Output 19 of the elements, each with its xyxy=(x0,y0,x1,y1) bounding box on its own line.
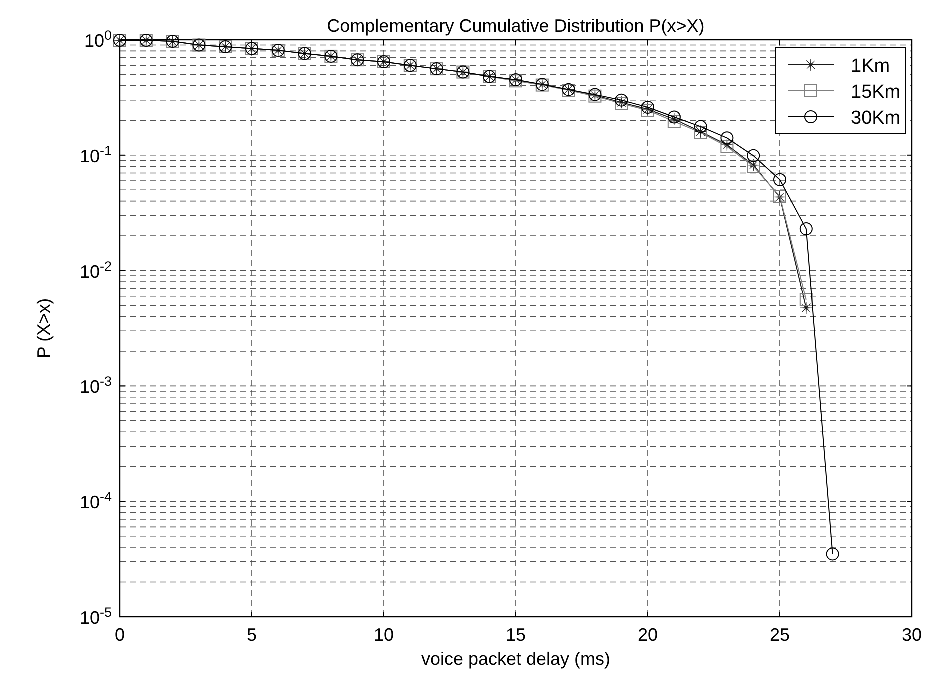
y-axis-title: P (X>x) xyxy=(34,298,54,359)
x-tick-label: 30 xyxy=(902,625,922,645)
x-tick-label: 10 xyxy=(374,625,394,645)
y-tick-label: 10$^{-1}$ xyxy=(80,142,112,166)
y-tick-label: 10$^{-3}$ xyxy=(80,374,112,398)
legend-label: 30Km xyxy=(851,108,901,129)
chart-title: Complementary Cumulative Distribution P(x>X) xyxy=(327,16,705,36)
x-tick-label: 15 xyxy=(506,625,526,645)
x-tick-label: 0 xyxy=(114,625,126,645)
legend-label: 1Km xyxy=(851,56,890,77)
x-axis-title: voice packet delay (ms) xyxy=(421,649,611,669)
x-tick-label: 20 xyxy=(638,625,658,645)
legend-label: 15Km xyxy=(851,82,901,103)
y-tick-label: 10$^{-4}$ xyxy=(80,489,112,513)
y-tick-label: 10$^{-5}$ xyxy=(80,604,112,628)
x-tick-label: 5 xyxy=(246,625,258,645)
x-tick-label: 25 xyxy=(770,625,790,645)
y-tick-label: 10$^{0}$ xyxy=(84,28,112,51)
y-tick-label: 10$^{-2}$ xyxy=(80,258,112,282)
